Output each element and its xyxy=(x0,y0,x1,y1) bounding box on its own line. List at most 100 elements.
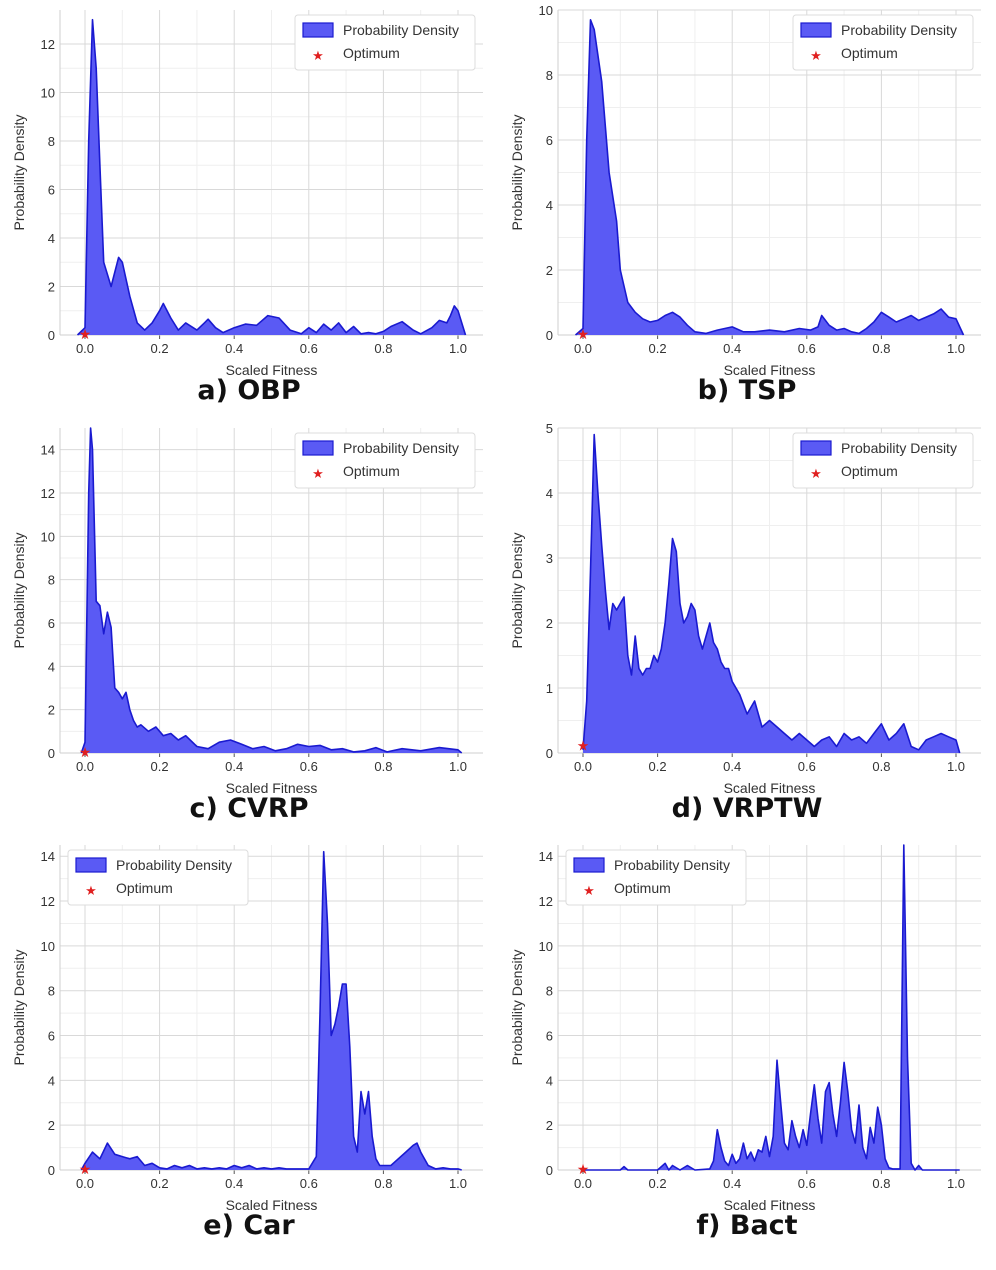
density-line xyxy=(80,850,462,1171)
x-tick-label: 0.4 xyxy=(225,341,243,356)
legend-star-icon: ★ xyxy=(810,467,822,482)
x-tick-label: 1.0 xyxy=(947,1176,965,1191)
x-tick-label: 0.4 xyxy=(723,759,741,774)
x-tick-label: 0.6 xyxy=(300,1176,318,1191)
x-tick-label: 1.0 xyxy=(449,1176,467,1191)
x-axis-label: Scaled Fitness xyxy=(724,362,816,378)
y-tick-label: 2 xyxy=(546,616,553,631)
y-tick-label: 4 xyxy=(546,1073,553,1088)
y-tick-label: 14 xyxy=(41,849,55,864)
y-tick-label: 10 xyxy=(41,85,55,100)
y-tick-label: 8 xyxy=(546,984,553,999)
y-tick-label: 2 xyxy=(48,279,55,294)
panel-caption: f) Bact xyxy=(696,1210,798,1241)
y-tick-label: 10 xyxy=(41,529,55,544)
y-tick-label: 0 xyxy=(48,328,55,343)
x-tick-label: 0.0 xyxy=(76,341,94,356)
y-axis-label: Probability Density xyxy=(11,950,27,1066)
x-tick-label: 0.8 xyxy=(872,1176,890,1191)
optimum-marker: ★ xyxy=(577,739,590,755)
y-tick-label: 12 xyxy=(539,894,553,909)
x-tick-label: 0.0 xyxy=(574,341,592,356)
chart-svg-d: 0.0 0.2 0.4 0.6 0.8 1.0 0 1 2 3 4 5 ★ Scaled Fitness P… xyxy=(509,421,981,796)
optimum-marker: ★ xyxy=(79,1162,92,1178)
x-tick-label: 0.0 xyxy=(76,759,94,774)
x-tick-label: 1.0 xyxy=(449,341,467,356)
legend: Probability Density ★ Optimum xyxy=(792,14,974,71)
panel-caption: a) OBP xyxy=(197,375,301,406)
chart-panel-f: 0.0 0.2 0.4 0.6 0.8 1.0 0 2 4 6 8 10 12 14 ★ Scaled Fit… xyxy=(498,835,996,1258)
legend-label-optimum: Optimum xyxy=(116,880,173,896)
legend-star-icon: ★ xyxy=(583,884,595,899)
legend-label-density: Probability Density xyxy=(343,440,459,456)
legend-box xyxy=(67,849,249,906)
legend-label-density: Probability Density xyxy=(343,22,459,38)
y-tick-label: 10 xyxy=(41,939,55,954)
x-tick-label: 0.6 xyxy=(798,1176,816,1191)
x-tick-label: 1.0 xyxy=(947,759,965,774)
legend-label-optimum: Optimum xyxy=(841,463,898,479)
x-tick-label: 0.2 xyxy=(151,759,169,774)
y-tick-label: 14 xyxy=(41,443,55,458)
x-axis-label: Scaled Fitness xyxy=(724,1197,816,1213)
legend-star-icon: ★ xyxy=(85,884,97,899)
x-tick-label: 1.0 xyxy=(947,341,965,356)
y-axis-label: Probability Density xyxy=(11,533,27,649)
y-tick-label: 14 xyxy=(539,849,553,864)
y-tick-label: 5 xyxy=(546,421,553,436)
legend-star-icon: ★ xyxy=(312,467,324,482)
density-area xyxy=(583,434,960,753)
density-line xyxy=(582,433,961,754)
chart-panel-e: 0.0 0.2 0.4 0.6 0.8 1.0 0 2 4 6 8 10 12 14 ★ Scaled Fit… xyxy=(0,835,498,1258)
legend: Probability Density ★ Optimum xyxy=(565,849,747,906)
y-tick-label: 2 xyxy=(48,703,55,718)
x-tick-label: 0.4 xyxy=(723,341,741,356)
x-tick-label: 0.8 xyxy=(374,341,392,356)
legend-label-density: Probability Density xyxy=(841,22,957,38)
x-tick-label: 0.6 xyxy=(300,341,318,356)
legend-swatch-density xyxy=(302,22,334,38)
y-tick-label: 1 xyxy=(546,681,553,696)
density-area xyxy=(575,19,964,336)
legend-label-optimum: Optimum xyxy=(614,880,671,896)
chart-panel-d: 0.0 0.2 0.4 0.6 0.8 1.0 0 1 2 3 4 5 ★ Scaled Fitness P… xyxy=(498,418,996,841)
chart-svg-f: 0.0 0.2 0.4 0.6 0.8 1.0 0 2 4 6 8 10 12 14 ★ Scaled Fit… xyxy=(509,844,981,1213)
density-line xyxy=(583,844,960,1171)
density-line xyxy=(574,19,965,336)
y-axis-label: Probability Density xyxy=(509,115,525,231)
x-tick-label: 0.6 xyxy=(798,341,816,356)
y-tick-label: 6 xyxy=(546,133,553,148)
x-tick-label: 0.2 xyxy=(649,1176,667,1191)
legend-swatch-density xyxy=(800,440,832,456)
legend-swatch-density xyxy=(75,857,107,873)
legend-star-icon: ★ xyxy=(312,49,324,64)
x-tick-label: 0.4 xyxy=(225,759,243,774)
x-tick-label: 0.0 xyxy=(76,1176,94,1191)
x-tick-label: 0.2 xyxy=(649,759,667,774)
x-tick-label: 0.4 xyxy=(723,1176,741,1191)
y-tick-label: 0 xyxy=(546,1163,553,1178)
panel-caption: d) VRPTW xyxy=(671,793,823,824)
density-line xyxy=(80,427,463,754)
y-tick-label: 4 xyxy=(546,486,553,501)
y-axis-label: Probability Density xyxy=(509,533,525,649)
y-tick-label: 10 xyxy=(539,3,553,18)
y-tick-label: 4 xyxy=(546,198,553,213)
x-axis-label: Scaled Fitness xyxy=(226,362,318,378)
y-tick-label: 8 xyxy=(48,134,55,149)
density-area xyxy=(81,428,462,753)
chart-panel-a: 0.0 0.2 0.4 0.6 0.8 1.0 0 2 4 6 8 10 12 ★ Scaled Fitne… xyxy=(0,0,498,423)
panel-caption: b) TSP xyxy=(697,375,797,406)
y-tick-label: 4 xyxy=(48,231,55,246)
y-tick-label: 6 xyxy=(48,182,55,197)
chart-svg-c: 0.0 0.2 0.4 0.6 0.8 1.0 0 2 4 6 8 10 12 14 ★ Scaled Fit… xyxy=(11,427,483,796)
legend-label-density: Probability Density xyxy=(614,857,730,873)
optimum-marker: ★ xyxy=(79,327,92,343)
x-tick-label: 1.0 xyxy=(449,759,467,774)
y-tick-label: 0 xyxy=(48,746,55,761)
x-tick-label: 0.8 xyxy=(872,759,890,774)
legend-box xyxy=(565,849,747,906)
x-tick-label: 0.6 xyxy=(300,759,318,774)
chart-svg-b: 0.0 0.2 0.4 0.6 0.8 1.0 0 2 4 6 8 10 ★ Scaled Fitness… xyxy=(509,3,981,378)
legend-label-optimum: Optimum xyxy=(343,45,400,61)
